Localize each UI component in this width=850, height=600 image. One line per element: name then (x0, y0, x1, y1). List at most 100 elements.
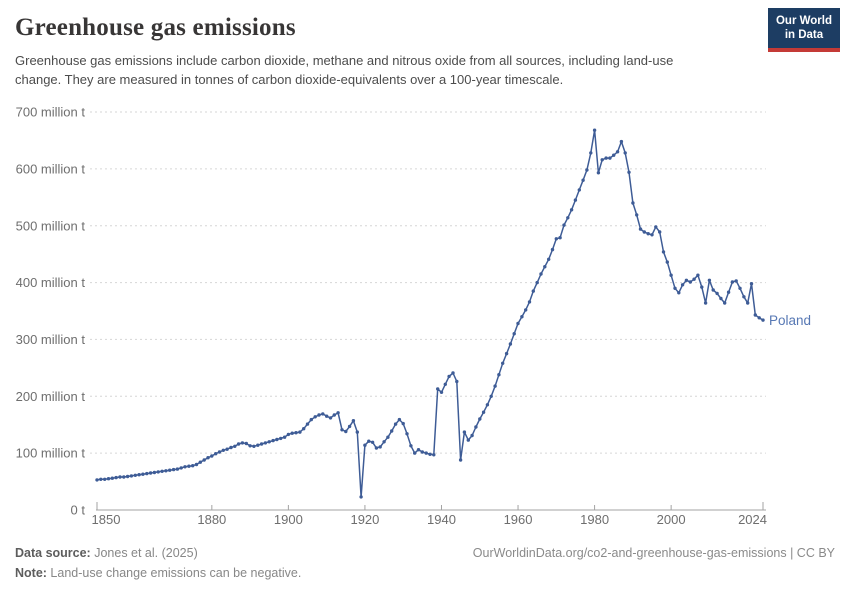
series-line-poland[interactable] (96, 129, 764, 498)
chart-footer: Data source: Jones et al. (2025) OurWorl… (15, 546, 835, 580)
series-point (715, 291, 719, 296)
series-point (577, 188, 581, 192)
series-point (290, 431, 294, 435)
series-point (501, 361, 505, 365)
x-axis-tick-label: 2024 (738, 512, 767, 527)
data-source-line: Data source: Jones et al. (2025) (15, 546, 198, 560)
x-axis-tick-label: 1850 (92, 512, 121, 527)
series-point (221, 448, 225, 452)
canonical-url[interactable]: OurWorldinData.org/co2-and-greenhouse-ga… (472, 546, 835, 560)
series-point (520, 315, 524, 319)
series-point (263, 441, 268, 445)
series-point (619, 139, 624, 144)
series-point (347, 424, 352, 429)
series-point (129, 474, 134, 478)
x-axis-tick-label: 1940 (427, 512, 456, 527)
series-point (757, 316, 761, 320)
data-source-value[interactable]: Jones et al. (2025) (90, 546, 198, 560)
series-point (424, 451, 428, 455)
series-point (635, 213, 639, 217)
series-point (455, 379, 459, 384)
series-point (726, 290, 731, 294)
y-axis-tick-label: 300 million t (16, 332, 86, 347)
series-point (202, 458, 206, 462)
series-point (692, 277, 696, 281)
series-point (378, 445, 382, 449)
series-point (409, 444, 413, 448)
series-point (642, 230, 646, 234)
series-point (478, 417, 482, 421)
owid-logo[interactable]: Our World in Data (768, 8, 840, 52)
series-point (210, 454, 214, 458)
series-point (187, 464, 191, 468)
page-subtitle: Greenhouse gas emissions include carbon … (15, 53, 674, 88)
series-point (462, 430, 467, 434)
series-point (382, 440, 386, 444)
series-point (225, 447, 229, 451)
series-point (233, 444, 237, 448)
series-point (302, 427, 306, 431)
series-point (573, 198, 578, 202)
series-point (279, 436, 283, 441)
data-source-label: Data source: (15, 546, 91, 560)
series-point (393, 422, 398, 426)
series-point (673, 286, 677, 290)
chart-header: Greenhouse gas emissions Greenhouse gas … (15, 14, 755, 89)
series-point (654, 225, 658, 229)
series-point (145, 471, 149, 476)
series-point (122, 475, 126, 479)
series-point (355, 430, 359, 434)
series-point (106, 477, 111, 481)
series-point (470, 433, 474, 438)
series-point (428, 452, 432, 456)
x-axis-tick-label: 1880 (197, 512, 226, 527)
series-point (325, 414, 329, 418)
series-point (164, 469, 168, 473)
series-point (562, 223, 566, 227)
series-point (298, 430, 302, 434)
series-point (175, 467, 180, 471)
series-point (531, 289, 535, 293)
series-point (405, 432, 409, 436)
series-point (604, 156, 608, 160)
series-point (240, 441, 245, 445)
series-point (271, 438, 275, 443)
x-axis-tick-label: 1980 (580, 512, 609, 527)
series-point (669, 273, 673, 277)
series-point (397, 417, 402, 422)
series-point (416, 448, 421, 452)
series-point (267, 440, 271, 444)
note-label: Note: (15, 566, 47, 580)
series-point (259, 442, 264, 446)
series-point (466, 438, 470, 442)
series-point (413, 451, 417, 455)
series-point (141, 472, 145, 476)
series-point (114, 475, 118, 480)
series-point (665, 260, 669, 264)
series-point (711, 288, 715, 292)
series-point (596, 171, 601, 175)
series-point (558, 236, 562, 240)
series-point (566, 216, 570, 220)
x-axis-tick-label: 1960 (504, 512, 533, 527)
x-axis-tick-label: 2000 (657, 512, 686, 527)
series-point (627, 170, 631, 174)
series-label-poland[interactable]: Poland (769, 313, 811, 328)
series-point (286, 432, 291, 437)
series-point (351, 419, 356, 423)
series-point (730, 280, 735, 284)
series-point (160, 469, 164, 473)
series-point (420, 450, 424, 454)
series-point (370, 440, 375, 444)
series-point (612, 153, 616, 157)
series-point (344, 429, 348, 434)
y-axis-tick-label: 200 million t (16, 389, 86, 404)
series-point (474, 425, 478, 429)
line-chart-plot[interactable]: 0 t 100 million t 200 million t 300 million… (0, 100, 850, 545)
series-point (497, 373, 501, 377)
series-point (592, 128, 597, 132)
series-point (742, 295, 746, 299)
series-point (723, 301, 727, 305)
series-point (229, 445, 233, 450)
